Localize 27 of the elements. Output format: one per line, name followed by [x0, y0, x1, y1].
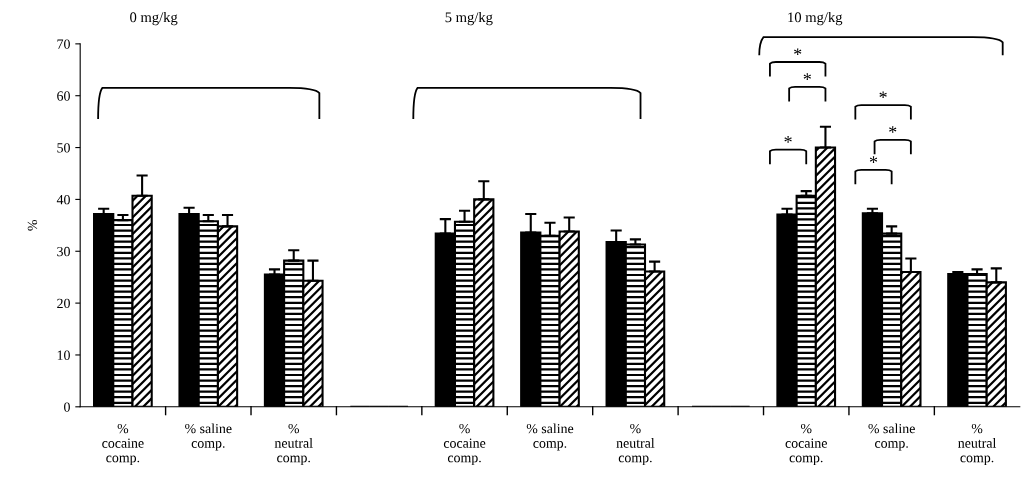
- text: 0 mg/kg: [130, 11, 178, 26]
- annotation: *: [889, 126, 897, 133]
- text: 10 mg/kg: [788, 11, 843, 26]
- annotation: *: [879, 91, 887, 99]
- y-tick-label: 60: [57, 91, 70, 101]
- annotation: *: [784, 136, 792, 143]
- y-tick-label: 30: [57, 246, 70, 257]
- x-tick-label: % saline comp.: [185, 423, 232, 451]
- x-tick-label: % saline comp.: [868, 423, 915, 451]
- annotation: *: [803, 73, 811, 80]
- x-tick-label: % neutral comp.: [616, 423, 655, 466]
- y-tick-label: 20: [57, 298, 70, 309]
- x-tick-label: % saline comp.: [526, 423, 574, 451]
- annotation: *: [869, 156, 878, 163]
- y-tick-label: 0: [64, 402, 70, 412]
- x-tick-label: % cocaine comp.: [785, 423, 827, 466]
- y-tick-label: 70: [57, 39, 70, 49]
- x-tick-label: % cocaine comp.: [102, 423, 144, 466]
- y-tick-label: 10: [57, 350, 70, 360]
- y-tick-label: 50: [57, 143, 70, 153]
- x-tick-label: % cocaine comp.: [443, 423, 486, 466]
- y-tick-label: 40: [56, 194, 70, 205]
- x-tick-label: % neutral comp.: [274, 423, 313, 466]
- text: 5 mg/kg: [445, 11, 493, 26]
- annotation: *: [794, 48, 802, 56]
- x-tick-label: % neutral comp.: [958, 423, 997, 466]
- y-axis-title: %: [27, 220, 38, 231]
